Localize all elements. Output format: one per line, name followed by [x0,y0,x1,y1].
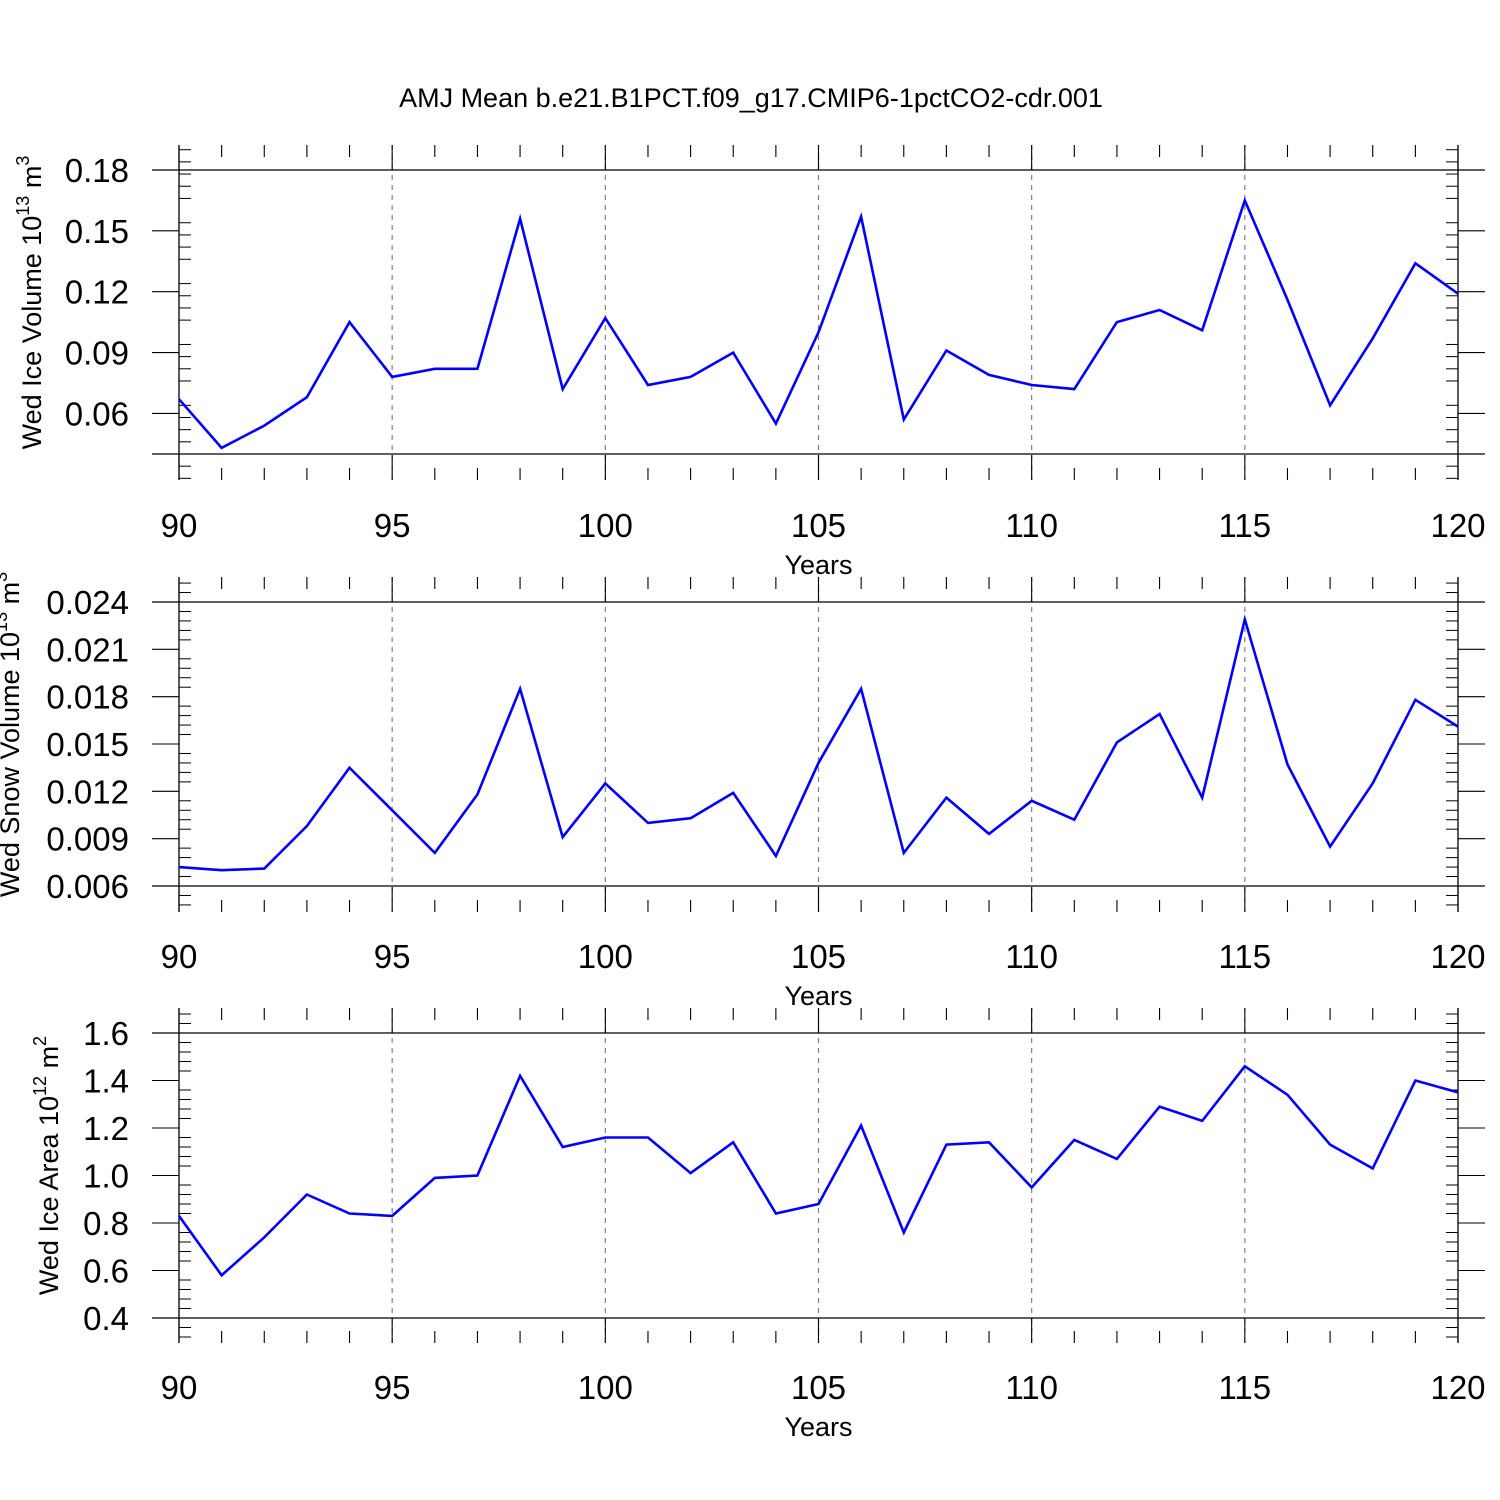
panels: 90 95 100 105 110 115 120 0.06 0.09 0.12 0.15 0.18 Y… [0,145,1486,1442]
y-tick-label: 0.024 [46,584,129,621]
series-line [178,614,1459,872]
x-tick-label: 100 [578,507,633,544]
y-tick-label: 0.012 [46,773,129,810]
y-axis-title-unit: m [0,582,25,612]
x-tick-label: 120 [1430,938,1485,975]
y-tick-label: 0.15 [65,213,129,250]
y-tick-label: 0.015 [46,726,129,763]
x-tick-label: 120 [1430,1369,1485,1406]
x-tick-label: 105 [791,938,846,975]
x-tick-label: 115 [1219,1369,1272,1406]
y-axis-title-unit-exponent: 3 [13,156,33,166]
y-tick-label: 0.009 [46,821,129,858]
y-tick-label: 1.0 [83,1158,129,1195]
y-tick-label: 1.4 [83,1063,129,1100]
y-axis-title-exponent: 13 [13,196,33,216]
y-tick-label: 0.8 [83,1205,129,1242]
x-tick-label: 110 [1005,938,1058,975]
page-title: AMJ Mean b.e21.B1PCT.f09_g17.CMIP6-1pctC… [399,83,1103,113]
x-tick-label: 120 [1430,507,1485,544]
chart-panel-1: 90 95 100 105 110 115 120 0.06 0.09 0.12 0.15 0.18 Y… [13,145,1486,580]
y-tick-label: 0.4 [83,1300,129,1337]
x-tick-label: 115 [1219,938,1272,975]
x-tick-label: 95 [374,507,411,544]
y-axis-title: Wed Ice Area 1012 m2 [30,1036,64,1295]
chart-panel-2: 90 95 100 105 110 115 120 0.006 0.009 0.012 0.015 0… [0,572,1486,1011]
series-line [177,1064,1459,1278]
x-tick-label: 90 [161,507,198,544]
x-tick-label: 90 [161,1369,198,1406]
y-axis-title-unit-exponent: 2 [30,1036,50,1046]
x-tick-label: 100 [578,1369,633,1406]
x-axis-title: Years [784,550,852,580]
y-axis-title: Wed Ice Volume 1013 m3 [13,156,47,450]
series-line [178,196,1459,450]
chart-panel-3: 90 95 100 105 110 115 120 0.4 0.6 0.8 1.0 1.2 1.4 1.6… [30,1008,1486,1442]
y-tick-label: 0.6 [83,1253,129,1290]
x-tick-label: 115 [1219,507,1272,544]
x-tick-label: 110 [1005,507,1058,544]
y-axis-title-text: Wed Snow Volume 10 [0,632,25,897]
y-tick-label: 0.006 [46,868,129,905]
x-tick-label: 95 [374,1369,411,1406]
x-axis-title: Years [784,1412,852,1442]
x-tick-label: 110 [1005,1369,1058,1406]
x-tick-label: 105 [791,1369,846,1406]
y-tick-label: 1.2 [83,1110,129,1147]
y-tick-label: 0.09 [65,335,129,372]
y-tick-label: 1.6 [83,1015,129,1052]
y-axis-title-exponent: 12 [30,1076,50,1096]
y-tick-label: 0.021 [46,631,129,668]
y-tick-label: 0.06 [65,395,129,432]
y-axis-title-text: Wed Ice Area 10 [34,1096,64,1295]
y-axis-title: Wed Snow Volume 1013 m3 [0,572,25,897]
y-axis-title-unit-exponent: 3 [0,572,11,582]
y-tick-label: 0.18 [65,152,129,189]
x-axis-title: Years [784,981,852,1011]
y-axis-title-unit: m [34,1046,64,1076]
y-axis-title-unit: m [17,166,47,196]
y-axis-title-exponent: 13 [0,612,11,632]
x-tick-label: 100 [578,938,633,975]
x-tick-label: 90 [161,938,198,975]
y-tick-label: 0.018 [46,679,129,716]
x-tick-label: 105 [791,507,846,544]
y-tick-label: 0.12 [65,274,129,311]
y-axis-title-text: Wed Ice Volume 10 [17,216,47,450]
x-tick-label: 95 [374,938,411,975]
